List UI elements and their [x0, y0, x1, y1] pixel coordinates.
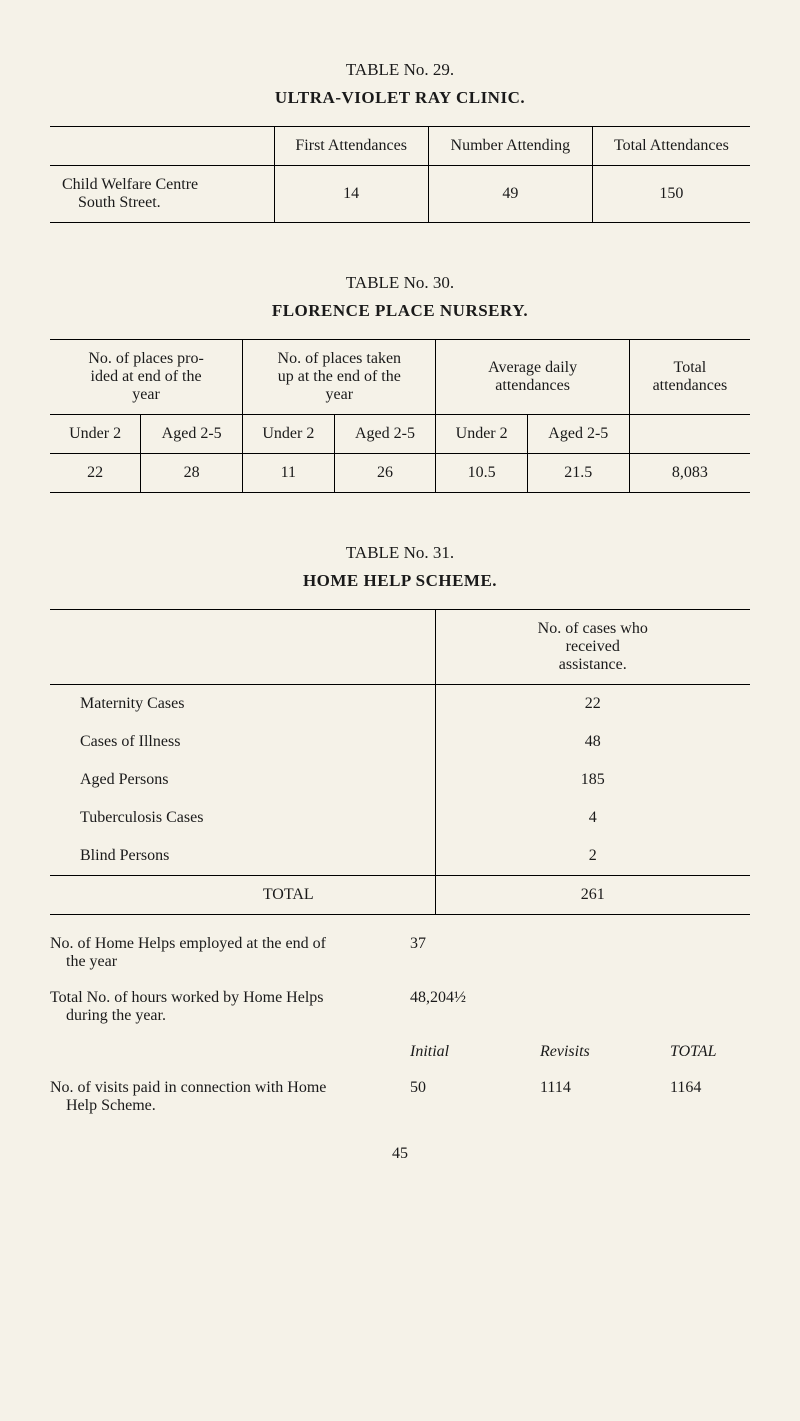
t31-r3-v: 185: [435, 761, 750, 799]
table31: No. of cases whoreceivedassistance. Mate…: [50, 609, 750, 915]
t29-h3: Total Attendances: [592, 127, 750, 166]
t30-h3: Average dailyattendances: [436, 340, 629, 415]
t31-total-v: 261: [435, 876, 750, 915]
footer-r3-l: No. of visits paid in connection with Ho…: [50, 1079, 410, 1115]
t31-r5-l: Blind Persons: [50, 837, 435, 876]
t30-h1: No. of places pro-ided at end of theyear: [50, 340, 243, 415]
table29-number: TABLE No. 29.: [50, 60, 750, 80]
t30-v3: 11: [243, 454, 334, 493]
table30: No. of places pro-ided at end of theyear…: [50, 339, 750, 493]
t31-r1-v: 22: [435, 685, 750, 724]
footer-r1-v: 37: [410, 935, 490, 971]
t30-h2: No. of places takenup at the end of they…: [243, 340, 436, 415]
t30-v2: 28: [141, 454, 243, 493]
t29-v3: 150: [592, 166, 750, 223]
page-number: 45: [50, 1145, 750, 1163]
table31-number: TABLE No. 31.: [50, 543, 750, 563]
t31-r2-l: Cases of Illness: [50, 723, 435, 761]
t30-v6: 21.5: [527, 454, 629, 493]
footer-h2: Revisits: [540, 1043, 620, 1061]
t30-sh5: Under 2: [436, 415, 527, 454]
t31-r5-v: 2: [435, 837, 750, 876]
footer-r3-v2: 1114: [540, 1079, 620, 1115]
t31-r1-l: Maternity Cases: [50, 685, 435, 724]
t31-r4-l: Tuberculosis Cases: [50, 799, 435, 837]
table29: First Attendances Number Attending Total…: [50, 126, 750, 223]
t29-h2: Number Attending: [428, 127, 592, 166]
t29-h1: First Attendances: [274, 127, 428, 166]
t31-r2-v: 48: [435, 723, 750, 761]
t31-r3-l: Aged Persons: [50, 761, 435, 799]
footer-h3: TOTAL: [670, 1043, 750, 1061]
t31-header: No. of cases whoreceivedassistance.: [435, 610, 750, 685]
t29-v1: 14: [274, 166, 428, 223]
table30-number: TABLE No. 30.: [50, 273, 750, 293]
t30-h4: Totalattendances: [629, 340, 750, 415]
t30-v7: 8,083: [629, 454, 750, 493]
footer-h1: Initial: [410, 1043, 490, 1061]
t30-v1: 22: [50, 454, 141, 493]
table29-title: ULTRA-VIOLET RAY CLINIC.: [50, 88, 750, 108]
t30-sh3: Under 2: [243, 415, 334, 454]
footer-r2-l: Total No. of hours worked by Home Helps …: [50, 989, 410, 1025]
table30-title: FLORENCE PLACE NURSERY.: [50, 301, 750, 321]
t30-sh2: Aged 2-5: [141, 415, 243, 454]
footer-section: No. of Home Helps employed at the end of…: [50, 935, 750, 1115]
t30-sh6: Aged 2-5: [527, 415, 629, 454]
footer-r3-v3: 1164: [670, 1079, 750, 1115]
t31-total-l: TOTAL: [50, 876, 435, 915]
t29-row-label: Child Welfare Centre South Street.: [50, 166, 274, 223]
t30-v5: 10.5: [436, 454, 527, 493]
t31-r4-v: 4: [435, 799, 750, 837]
table31-title: HOME HELP SCHEME.: [50, 571, 750, 591]
t30-sh4: Aged 2-5: [334, 415, 436, 454]
t30-v4: 26: [334, 454, 436, 493]
footer-r3-v1: 50: [410, 1079, 490, 1115]
footer-r2-v: 48,204½: [410, 989, 490, 1025]
t29-v2: 49: [428, 166, 592, 223]
footer-r1-l: No. of Home Helps employed at the end of…: [50, 935, 410, 971]
t30-sh1: Under 2: [50, 415, 141, 454]
